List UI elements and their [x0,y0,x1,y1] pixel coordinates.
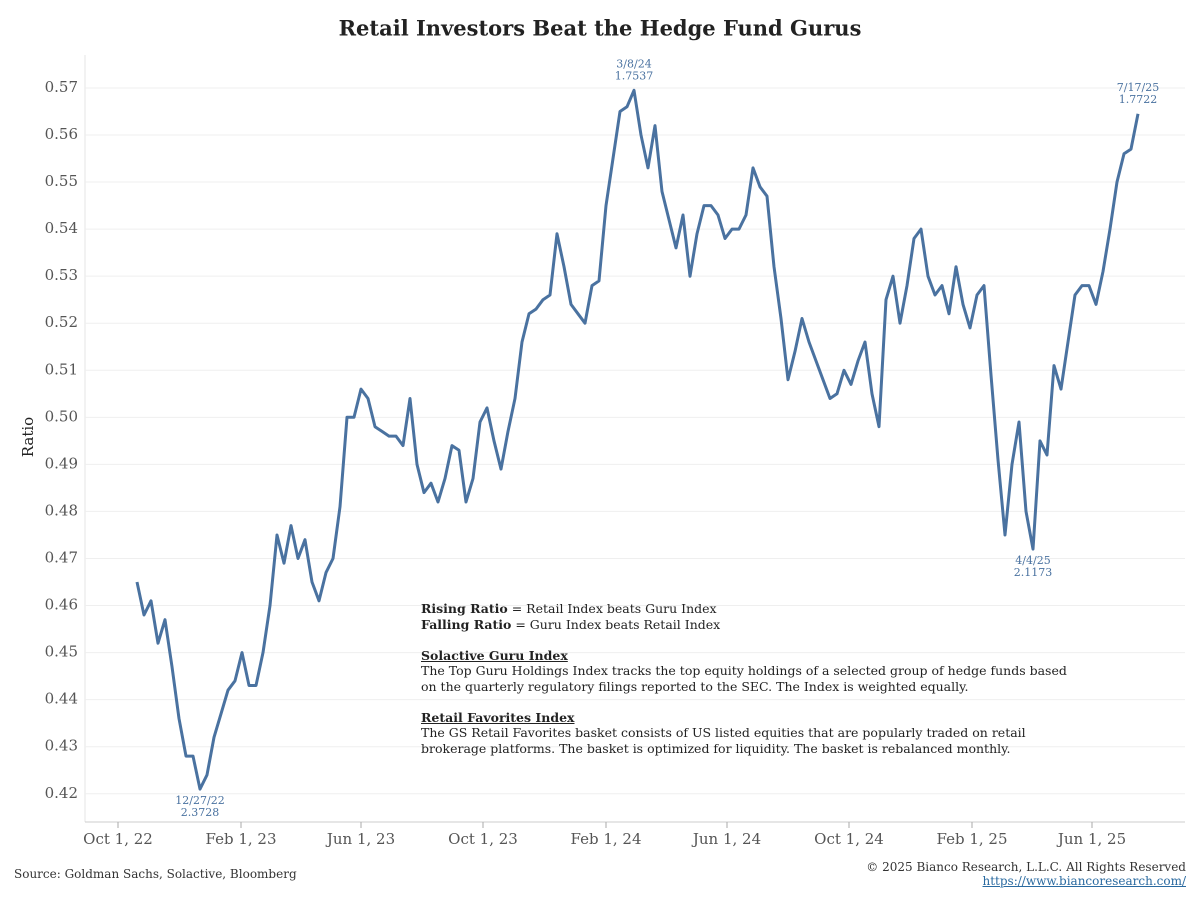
annotation-date: 7/17/25 [1117,81,1159,94]
x-tick-label: Oct 1, 23 [448,830,518,848]
note-text: The Top Guru Holdings Index tracks the t… [421,663,1067,694]
y-tick-label: 0.48 [45,501,78,519]
x-tick-label: Oct 1, 22 [83,830,153,848]
y-tick-label: 0.55 [45,172,78,190]
url[interactable]: https://www.biancoresearch.com/ [982,874,1186,888]
x-tick-label: Feb 1, 23 [205,830,276,848]
legend-line: Rising Ratio = Retail Index beats Guru I… [421,601,1081,617]
y-tick-label: 0.57 [45,78,78,96]
note-text: = Retail Index beats Guru Index [511,601,717,616]
y-tick-label: 0.54 [45,219,78,237]
y-tick-label: 0.42 [45,784,78,802]
annotation-date: 3/8/24 [616,57,651,70]
chart-title: Retail Investors Beat the Hedge Fund Gur… [339,16,862,41]
note-text: The GS Retail Favorites basket consists … [421,725,1026,756]
y-tick-label: 0.47 [45,548,78,566]
y-tick-label: 0.45 [45,643,78,661]
y-tick-label: 0.52 [45,313,78,331]
note-text: = Guru Index beats Retail Index [515,616,721,632]
annotation-value: 2.1173 [1014,566,1053,579]
copyright: © 2025 Bianco Research, L.L.C. All Right… [866,860,1186,874]
y-tick-label: 0.43 [45,737,78,755]
annotation-value: 1.7537 [615,69,654,82]
note-bold: Falling Ratio [421,616,512,632]
line-series [135,88,1140,791]
note-bold: Rising Ratio [421,601,508,616]
y-tick-label: 0.46 [45,596,78,614]
y-tick-label: 0.51 [45,360,78,378]
y-tick-label: 0.50 [45,407,78,425]
notes: Rising Ratio = Retail Index beats Guru I… [421,601,1081,756]
legend-line: Falling Ratio = Guru Index beats Retail … [421,617,1081,633]
source: Source: Goldman Sachs, Solactive, Bloomb… [14,867,297,881]
y-axis-label: Ratio [19,417,37,457]
x-tick-label: Jun 1, 25 [1056,830,1126,848]
annotation-value: 1.7722 [1119,93,1158,106]
x-tick-label: Feb 1, 25 [936,830,1007,848]
x-tick-label: Jun 1, 23 [325,830,395,848]
x-tick-label: Jun 1, 24 [691,830,761,848]
y-tick-label: 0.44 [45,690,78,708]
credits: © 2025 Bianco Research, L.L.C. All Right… [866,860,1186,888]
x-tick-label: Oct 1, 24 [814,830,884,848]
y-tick-label: 0.56 [45,125,78,143]
note-heading: Solactive Guru Index [421,647,568,663]
annotation-value: 2.3728 [181,806,220,819]
annotation-date: 4/4/25 [1015,554,1050,567]
x-tick-label: Feb 1, 24 [570,830,641,848]
y-tick-label: 0.53 [45,266,78,284]
note-heading: Retail Favorites Index [421,709,575,725]
y-tick-label: 0.49 [45,454,78,472]
annotation-date: 12/27/22 [175,794,224,807]
